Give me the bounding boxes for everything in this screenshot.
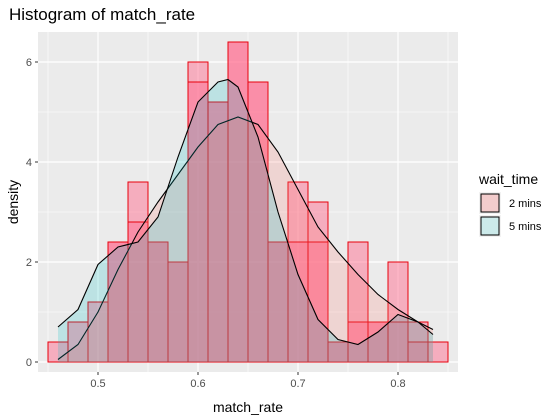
x-axis-title: match_rate bbox=[213, 399, 283, 415]
density-area bbox=[58, 117, 433, 362]
legend-label: 5 mins bbox=[509, 221, 542, 233]
x-tick-label: 0.6 bbox=[190, 378, 205, 390]
x-tick-label: 0.7 bbox=[290, 378, 305, 390]
histogram-bar bbox=[247, 81, 269, 363]
histogram-bar bbox=[307, 241, 329, 363]
legend-label: 2 mins bbox=[509, 198, 542, 210]
x-tick-label: 0.5 bbox=[90, 378, 105, 390]
legend-key bbox=[480, 193, 500, 213]
density-curves bbox=[57, 78, 434, 362]
histogram-bar bbox=[407, 341, 429, 363]
chart-title: Histogram of match_rate bbox=[9, 5, 195, 24]
density-area bbox=[58, 79, 433, 362]
y-tick-label: 6 bbox=[26, 57, 32, 69]
density-line bbox=[57, 78, 434, 346]
density-line bbox=[57, 116, 434, 360]
x-tick-label: 0.8 bbox=[390, 378, 405, 390]
y-tick-label: 2 bbox=[26, 257, 32, 269]
legend: wait_time 2 mins 5 mins bbox=[478, 171, 542, 237]
y-tick-label: 0 bbox=[26, 357, 32, 369]
legend-entries: 2 mins 5 mins bbox=[479, 192, 542, 237]
legend-title: wait_time bbox=[478, 171, 538, 187]
y-tick-label: 4 bbox=[26, 157, 32, 169]
y-axis-title: density bbox=[5, 180, 21, 224]
axis-ticks: 0.5 0.6 0.7 0.8 0 2 4 6 bbox=[26, 57, 406, 390]
histogram-bars bbox=[47, 41, 449, 363]
legend-key bbox=[480, 216, 500, 236]
